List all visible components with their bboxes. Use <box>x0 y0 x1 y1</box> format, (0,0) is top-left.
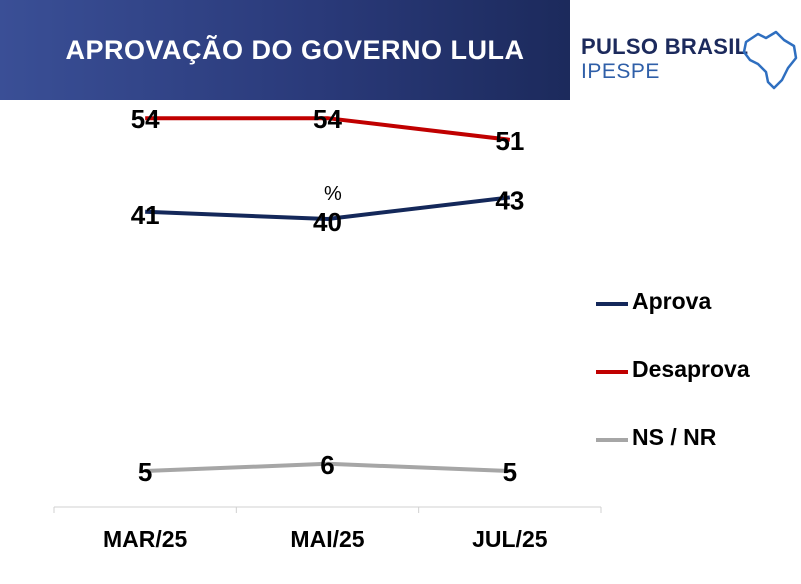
data-label: 6 <box>320 450 334 480</box>
data-label: 40 <box>313 207 342 237</box>
brazil-map-icon <box>742 30 798 90</box>
data-label: 43 <box>495 185 524 215</box>
legend-swatch <box>596 302 628 306</box>
legend-label: NS / NR <box>632 424 717 450</box>
data-label: 5 <box>503 457 517 487</box>
series-line <box>145 116 511 142</box>
series-line <box>145 195 511 221</box>
series-line <box>145 461 510 473</box>
page-title: APROVAÇÃO DO GOVERNO LULA <box>65 35 525 65</box>
legend-swatch <box>596 370 628 374</box>
logo-line2: IPESPE <box>581 60 660 83</box>
x-tick-label: MAR/25 <box>103 526 188 552</box>
data-label: 41 <box>131 200 160 230</box>
data-label: 54 <box>313 104 342 134</box>
data-label: 5 <box>138 457 152 487</box>
logo-line1: PULSO BRASIL <box>581 34 749 59</box>
x-tick-label: JUL/25 <box>472 526 548 552</box>
data-label: 51 <box>495 126 524 156</box>
header-banner: APROVAÇÃO DO GOVERNO LULA <box>0 0 570 100</box>
x-tick-label: MAI/25 <box>290 526 364 552</box>
pulso-brasil-logo: PULSO BRASIL IPESPE <box>578 24 800 96</box>
data-label: 54 <box>131 104 160 134</box>
unit-label: % <box>324 183 342 205</box>
legend-label: Aprova <box>632 288 712 314</box>
legend-label: Desaprova <box>632 356 750 382</box>
legend-swatch <box>596 438 628 442</box>
